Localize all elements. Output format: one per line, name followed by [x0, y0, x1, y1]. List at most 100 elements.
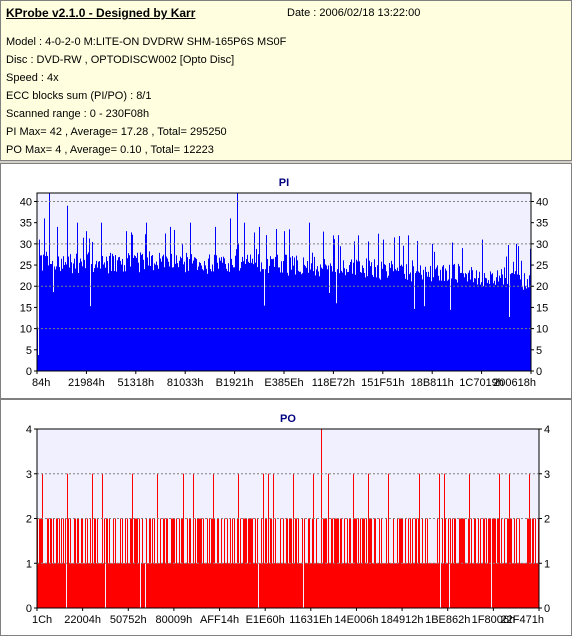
- bar: [472, 563, 473, 608]
- bar: [148, 265, 149, 371]
- bar: [363, 518, 364, 608]
- bar: [47, 518, 48, 608]
- y-tick-label-right: 3: [544, 469, 550, 481]
- bar: [414, 563, 415, 608]
- bar: [337, 269, 338, 371]
- bar: [240, 268, 241, 371]
- bar: [341, 270, 342, 371]
- bar: [267, 563, 268, 608]
- bar: [277, 563, 278, 608]
- x-tick-label: 21984h: [68, 377, 105, 389]
- bar: [102, 255, 103, 371]
- bar: [274, 266, 275, 371]
- bar: [287, 272, 288, 371]
- bar: [180, 563, 181, 608]
- bar: [444, 473, 445, 608]
- bar: [43, 563, 44, 608]
- bar: [123, 271, 124, 371]
- bar: [77, 222, 78, 371]
- y-tick-label-left: 15: [20, 302, 32, 314]
- bar: [156, 563, 157, 608]
- bar: [284, 231, 285, 371]
- bar: [276, 229, 277, 371]
- bar: [196, 563, 197, 608]
- bar: [197, 269, 198, 371]
- bar: [213, 473, 214, 608]
- bar: [376, 277, 377, 371]
- bar: [273, 258, 274, 371]
- bar: [229, 271, 230, 371]
- bar: [103, 264, 104, 371]
- bar: [92, 473, 93, 608]
- bar: [307, 563, 308, 608]
- bar: [51, 518, 52, 608]
- y-tick-label-left: 25: [20, 260, 32, 272]
- bar: [494, 280, 495, 371]
- x-tick-label: 22F471h: [501, 614, 544, 626]
- bar: [279, 267, 280, 371]
- bar: [455, 518, 456, 608]
- bar: [193, 260, 194, 371]
- bar: [345, 275, 346, 371]
- bar: [294, 257, 295, 371]
- bar: [251, 262, 252, 371]
- bar: [266, 235, 267, 371]
- bar: [499, 473, 500, 608]
- bar: [81, 261, 82, 371]
- bar: [466, 563, 467, 608]
- bar: [480, 518, 481, 608]
- bar: [457, 282, 458, 371]
- bar: [475, 518, 476, 608]
- bar: [401, 264, 402, 371]
- bar: [346, 269, 347, 371]
- bar: [203, 270, 204, 371]
- y-tick-label-right: 25: [536, 260, 548, 272]
- bar: [384, 264, 385, 371]
- bar: [93, 563, 94, 608]
- bar: [513, 261, 514, 371]
- bar: [185, 272, 186, 371]
- bar: [526, 563, 527, 608]
- bar: [206, 268, 207, 371]
- bar: [484, 273, 485, 371]
- bar: [133, 257, 134, 371]
- bar: [155, 264, 156, 371]
- bar: [88, 563, 89, 608]
- bar: [446, 563, 447, 608]
- bar: [332, 271, 333, 371]
- bar: [448, 279, 449, 371]
- bar: [365, 277, 366, 371]
- bar: [315, 563, 316, 608]
- bar: [296, 255, 297, 371]
- bar: [105, 267, 106, 371]
- bar: [364, 518, 365, 608]
- bar: [450, 309, 451, 371]
- bar: [138, 563, 139, 608]
- bar: [269, 563, 270, 608]
- y-tick-label-left: 30: [20, 239, 32, 251]
- bar: [98, 563, 99, 608]
- bar: [237, 193, 238, 371]
- bar: [447, 280, 448, 371]
- bar: [165, 563, 166, 608]
- bar: [219, 257, 220, 371]
- bar: [429, 563, 430, 608]
- bar: [333, 235, 334, 371]
- bar: [343, 260, 344, 371]
- bar: [377, 563, 378, 608]
- bar: [232, 265, 233, 371]
- bar: [189, 259, 190, 371]
- bar: [93, 272, 94, 371]
- bar: [434, 251, 435, 371]
- bar: [517, 274, 518, 371]
- bar: [340, 518, 341, 608]
- bar: [413, 266, 414, 371]
- bar: [324, 258, 325, 371]
- bar: [486, 278, 487, 371]
- app-title: KProbe v2.1.0 - Designed by Karr: [6, 6, 196, 20]
- bar: [332, 518, 333, 608]
- bar: [409, 563, 410, 608]
- bar: [222, 563, 223, 608]
- bar: [362, 265, 363, 371]
- bar: [509, 317, 510, 371]
